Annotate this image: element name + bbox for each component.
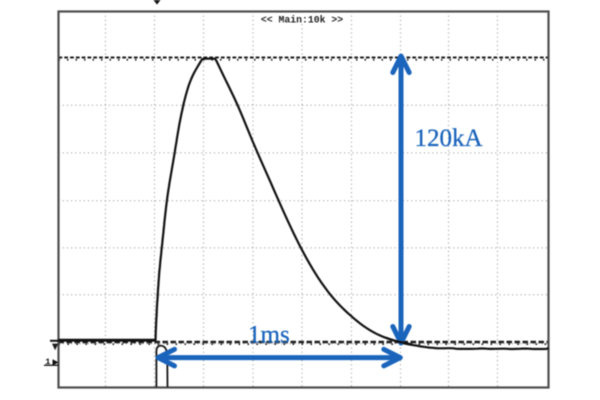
svg-text:<< Main:10k >>: << Main:10k >> (261, 14, 343, 25)
svg-text:1ms: 1ms (248, 322, 290, 349)
svg-text:120kA: 120kA (415, 125, 483, 152)
svg-text:1: 1 (45, 357, 50, 367)
